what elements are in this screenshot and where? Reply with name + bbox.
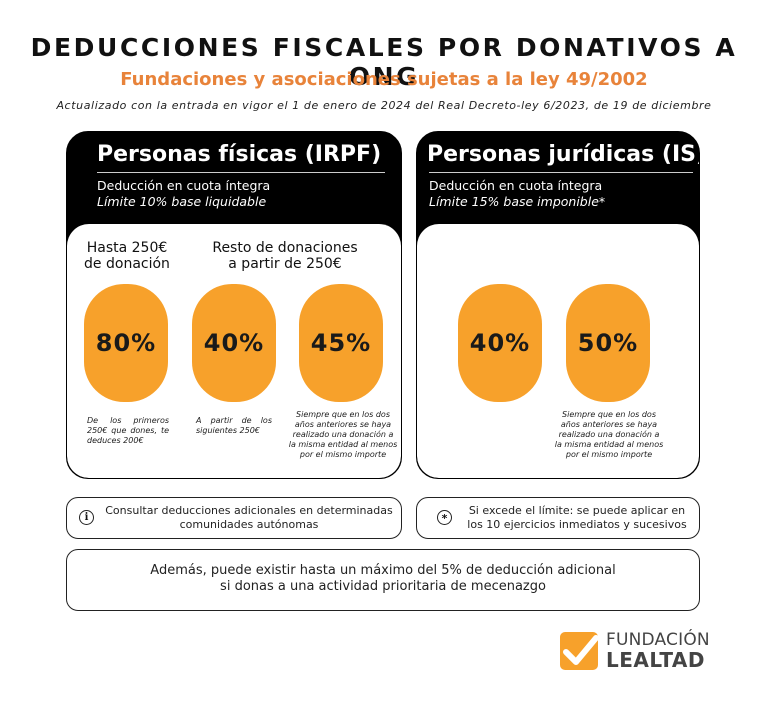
note-45-percent: Siempre que en los dos años anteriores s… xyxy=(288,410,398,459)
card-body-is: 40% 50% Siempre que en los dos años ante… xyxy=(417,224,699,478)
bottom-box-mecenazgo: Además, puede existir hasta un máximo de… xyxy=(66,549,700,611)
pill-40-percent: 40% xyxy=(192,284,276,402)
pill-is-40-percent: 40% xyxy=(458,284,542,402)
pill-45-percent: 45% xyxy=(299,284,383,402)
logo-text-fundacion: FUNDACIÓN xyxy=(606,630,710,650)
info-box-exceso-limite: * Si excede el límite: se puede aplicar … xyxy=(416,497,700,539)
page-title: DEDUCCIONES FISCALES POR DONATIVOS A ONG xyxy=(30,33,738,91)
title-rule xyxy=(97,172,385,173)
pill-80-percent: 80% xyxy=(84,284,168,402)
card-personas-juridicas: Personas jurídicas (IS) Deducción en cuo… xyxy=(416,131,700,479)
pill-is-50-percent: 50% xyxy=(566,284,650,402)
title-rule xyxy=(429,172,693,173)
info-icon: i xyxy=(79,510,94,525)
card-title-is: Personas jurídicas (IS) xyxy=(427,142,700,167)
info-box-comunidades: i Consultar deducciones adicionales en d… xyxy=(66,497,402,539)
card-body-irpf: Hasta 250€ de donación Resto de donacion… xyxy=(67,224,401,478)
col-header-rest: Resto de donaciones a partir de 250€ xyxy=(212,240,358,272)
irpf-limit-line: Límite 10% base liquidable xyxy=(97,194,267,209)
note-is-50-percent: Siempre que en los dos años anteriores s… xyxy=(554,410,664,459)
info-box-exceso-limite-text: Si excede el límite: se puede aplicar en… xyxy=(467,504,687,531)
fundacion-lealtad-logo-icon xyxy=(560,632,599,670)
note-80-percent: De los primeros 250€ que dones, te deduc… xyxy=(87,416,169,445)
update-note: Actualizado con la entrada en vigor el 1… xyxy=(56,99,712,112)
card-title-irpf: Personas físicas (IRPF) xyxy=(97,142,382,167)
page-subtitle: Fundaciones y asociaciones sujetas a la … xyxy=(120,69,648,90)
bottom-box-text: Además, puede existir hasta un máximo de… xyxy=(150,563,616,594)
asterisk-icon: * xyxy=(437,510,452,525)
is-deduction-line: Deducción en cuota íntegra xyxy=(429,178,603,193)
irpf-deduction-line: Deducción en cuota íntegra xyxy=(97,178,271,193)
logo-text-lealtad: LEALTAD xyxy=(606,648,705,672)
info-box-comunidades-text: Consultar deducciones adicionales en det… xyxy=(105,504,393,531)
note-40-percent: A partir de los siguientes 250€ xyxy=(196,416,272,435)
col-header-first-250: Hasta 250€ de donación xyxy=(84,240,170,272)
card-personas-fisicas: Personas físicas (IRPF) Deducción en cuo… xyxy=(66,131,402,479)
is-limit-line: Límite 15% base imponible* xyxy=(429,194,606,209)
